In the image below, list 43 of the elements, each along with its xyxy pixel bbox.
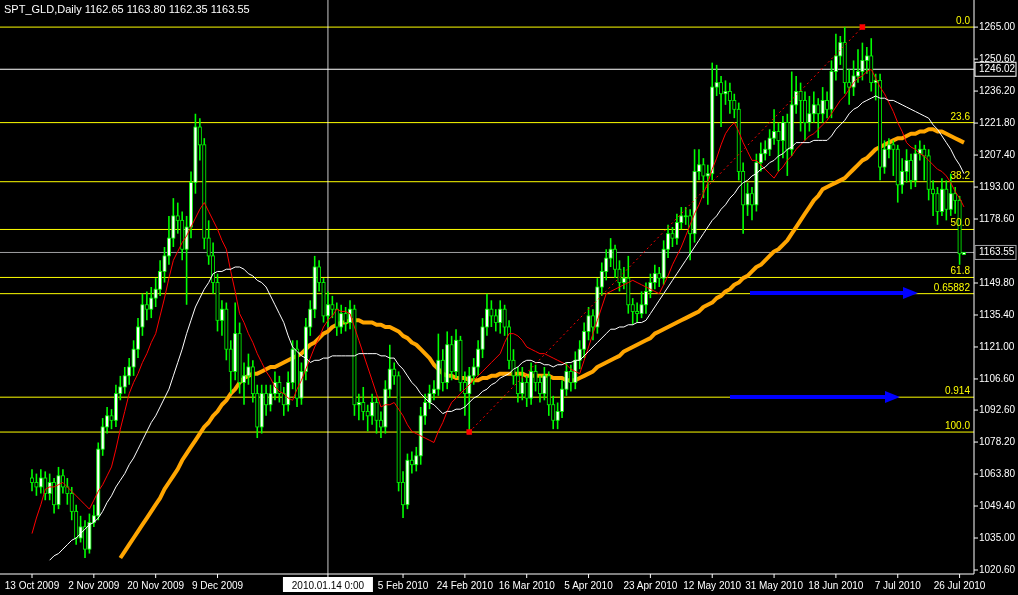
y-tick-label: 1078.20 [979,435,1016,447]
ref-line-label: 1163.55 [979,246,1015,258]
y-tick-label: 1049.40 [979,499,1016,511]
x-tick-label: 13 Oct 2009 [4,580,60,591]
annotation: 23.6 [950,110,971,122]
y-tick-label: 1149.80 [979,276,1015,288]
annotation: 61.8 [950,265,971,277]
y-tick-label: 1135.40 [979,308,1015,320]
x-tick-label: 23 Apr 2010 [623,580,678,591]
annotation: 100.0 [944,420,971,432]
y-tick-label: 1121.00 [979,340,1015,352]
x-tick-label: 9 Dec 2009 [191,580,244,591]
y-tick-label: 1207.40 [979,148,1016,160]
y-tick-label: 1092.60 [979,403,1016,415]
y-tick-label: 1178.60 [979,212,1015,224]
x-tick-label: 5 Feb 2010 [377,580,429,591]
y-tick-label: 1035.00 [979,531,1016,543]
annotation: 38.2 [950,169,971,181]
x-tick-label: 20 Nov 2009 [127,580,185,591]
y-tick-label: 1193.00 [979,180,1015,192]
x-tick-label: 16 Mar 2010 [498,580,556,591]
x-tick-label: 31 May 2010 [745,580,804,591]
x-tick-label: 24 Feb 2010 [436,580,494,591]
x-tick-label: 7 Jul 2010 [874,580,922,591]
x-tick-label: 2010.01.14 0:00 [291,580,365,591]
x-tick-label: 26 Jul 2010 [933,580,986,591]
x-tick-label: 2 Nov 2009 [68,580,120,591]
y-tick-label: 1020.60 [979,563,1016,575]
y-tick-label: 1265.00 [979,20,1016,32]
x-tick-label: 12 May 2010 [683,580,742,591]
annotation: 0.0 [956,15,971,27]
y-tick-label: 1250.60 [979,52,1016,64]
y-tick-label: 1063.80 [979,467,1016,479]
x-tick-label: 18 Jun 2010 [808,580,864,591]
y-tick-label: 1236.20 [979,84,1016,96]
ref-line-label: 1246.02 [979,62,1016,74]
annotation: 50.0 [950,217,971,229]
annotation: 0.65882 [933,281,971,293]
x-tick-label: 5 Apr 2010 [564,580,614,591]
y-tick-label: 1106.60 [979,372,1015,384]
chart-title: SPT_GLD,Daily 1162.65 1163.80 1162.35 1163.55 [4,3,250,15]
annotation: 0.914 [944,385,971,397]
y-tick-label: 1221.80 [979,116,1016,128]
